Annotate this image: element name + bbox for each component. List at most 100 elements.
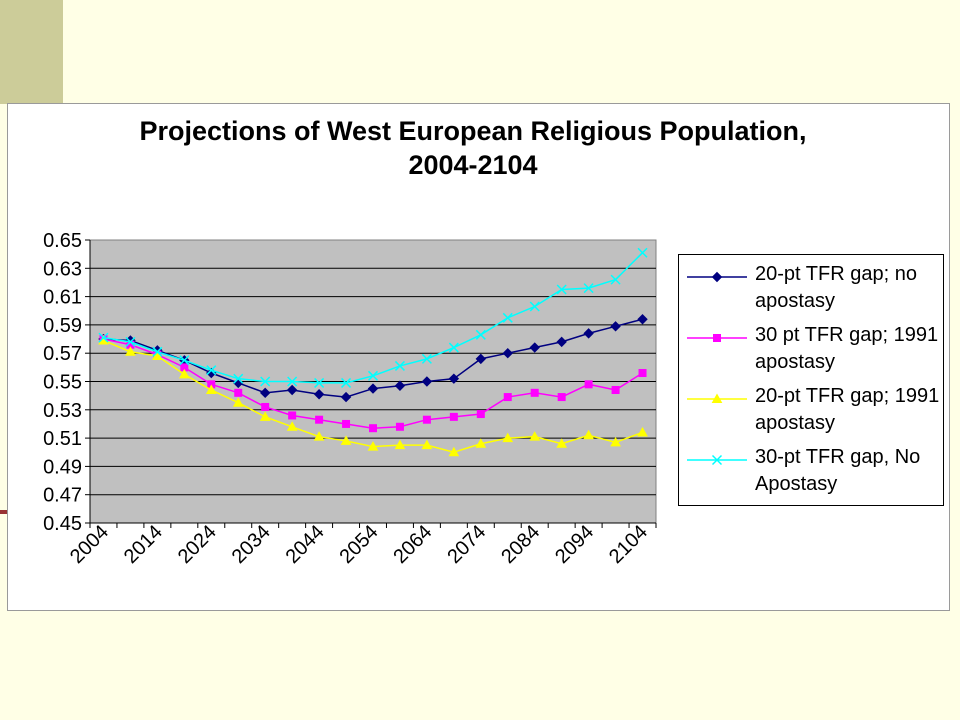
data-point bbox=[530, 388, 539, 397]
data-point bbox=[556, 336, 567, 348]
data-point bbox=[611, 385, 620, 394]
legend-swatch-marker bbox=[711, 393, 723, 403]
chart-title: Projections of West European Religious P… bbox=[8, 114, 938, 182]
data-point bbox=[583, 429, 594, 440]
data-point bbox=[503, 393, 512, 402]
data-point bbox=[529, 301, 540, 312]
data-point bbox=[342, 419, 351, 428]
grid-lines bbox=[90, 267, 656, 496]
data-point bbox=[234, 388, 243, 397]
series-4 bbox=[98, 247, 648, 388]
data-point bbox=[637, 247, 648, 258]
data-point bbox=[178, 368, 190, 379]
data-point bbox=[125, 336, 136, 347]
data-point bbox=[206, 365, 217, 376]
legend-label-line: apostasy bbox=[755, 290, 836, 312]
legend-label-line: 30-pt TFR gap, No bbox=[755, 446, 921, 468]
data-point bbox=[232, 397, 244, 407]
data-point bbox=[529, 342, 540, 353]
data-point bbox=[502, 347, 513, 359]
x-tick-label: 2034 bbox=[228, 521, 275, 568]
data-point bbox=[341, 377, 352, 388]
chart-title-line-1: Projections of West European Religious P… bbox=[139, 116, 807, 146]
y-tick-label: 0.61 bbox=[43, 287, 82, 309]
data-point bbox=[152, 346, 163, 357]
x-tick-label: 2084 bbox=[497, 521, 544, 568]
y-tick-label: 0.47 bbox=[43, 485, 82, 507]
legend-item-series-3: 20-pt TFR gap; 1991 apostasy bbox=[679, 383, 945, 443]
chart-title-line-2: 2004-2104 bbox=[408, 150, 538, 180]
data-point bbox=[475, 438, 487, 448]
legend-label-series-2: 30 pt TFR gap; 1991 apostasy bbox=[755, 322, 941, 376]
x-tick-label: 2024 bbox=[174, 521, 221, 568]
x-tick-label: 2044 bbox=[282, 521, 329, 568]
data-point bbox=[584, 380, 593, 389]
data-point bbox=[421, 439, 433, 450]
series-3 bbox=[98, 334, 648, 457]
data-point bbox=[286, 421, 298, 431]
data-point bbox=[637, 426, 648, 437]
legend-item-series-2: 30 pt TFR gap; 1991 apostasy bbox=[679, 322, 945, 382]
data-point bbox=[421, 376, 433, 387]
legend-swatch-series-3 bbox=[687, 393, 747, 403]
legend-swatch-series-1 bbox=[687, 271, 747, 283]
legend-item-series-1: 20-pt TFR gap; no apostasy bbox=[679, 261, 945, 321]
series bbox=[98, 247, 648, 457]
data-point bbox=[421, 353, 432, 364]
x-tick-label: 2054 bbox=[336, 521, 383, 568]
data-point bbox=[367, 441, 379, 451]
data-point bbox=[476, 410, 485, 419]
legend-swatch-marker bbox=[713, 334, 721, 342]
data-point bbox=[313, 431, 325, 441]
data-point bbox=[314, 377, 325, 388]
data-point bbox=[259, 411, 271, 421]
legend: 20-pt TFR gap; no apostasy 30 pt TFR gap… bbox=[678, 254, 944, 506]
legend-swatch-series-2 bbox=[687, 334, 747, 342]
x-tick-label: 2104 bbox=[605, 521, 652, 568]
data-point bbox=[638, 369, 647, 378]
data-point bbox=[637, 314, 648, 325]
y-tick-label: 0.65 bbox=[43, 230, 82, 252]
y-axis: 0.65 0.63 0.61 0.59 0.57 0.55 0.53 0.51 0.49 0.47… bbox=[43, 230, 91, 535]
legend-label-series-3: 20-pt TFR gap; 1991 apostasy bbox=[755, 383, 941, 437]
data-point bbox=[610, 274, 621, 285]
y-tick-label: 0.57 bbox=[43, 343, 82, 365]
data-point bbox=[179, 355, 190, 366]
data-point bbox=[340, 391, 352, 403]
y-tick-label: 0.45 bbox=[43, 513, 82, 535]
y-tick-label: 0.55 bbox=[43, 372, 82, 394]
legend-label-line: 20-pt TFR gap; 1991 bbox=[755, 385, 940, 407]
x-tick-label: 2014 bbox=[120, 521, 167, 568]
legend-label-line: apostasy bbox=[755, 412, 836, 434]
data-point bbox=[475, 353, 487, 365]
data-point bbox=[502, 312, 513, 323]
slide-accent-bar bbox=[0, 0, 63, 104]
legend-swatch-series-4 bbox=[687, 454, 747, 466]
legend-swatch-marker bbox=[711, 454, 723, 466]
y-tick-label: 0.51 bbox=[43, 428, 82, 450]
data-point bbox=[448, 373, 460, 384]
data-point bbox=[260, 376, 271, 387]
data-point bbox=[340, 435, 352, 445]
data-point bbox=[610, 321, 621, 332]
data-point bbox=[286, 384, 298, 396]
data-point bbox=[395, 422, 404, 431]
data-point bbox=[529, 431, 541, 441]
data-point bbox=[367, 370, 379, 381]
data-point bbox=[394, 360, 405, 371]
y-tick-label: 0.59 bbox=[43, 315, 82, 337]
legend-swatch-marker bbox=[711, 271, 723, 283]
y-tick-label: 0.53 bbox=[43, 400, 82, 422]
legend-label-line: apostasy bbox=[755, 351, 836, 373]
data-point bbox=[475, 329, 486, 340]
data-point bbox=[449, 412, 458, 421]
x-tick-label: 2074 bbox=[443, 521, 490, 568]
data-point bbox=[448, 342, 459, 353]
data-point bbox=[422, 415, 431, 424]
data-point bbox=[556, 284, 567, 295]
legend-label-line: 20-pt TFR gap; no bbox=[755, 263, 917, 285]
data-point bbox=[313, 389, 325, 400]
y-tick-label: 0.63 bbox=[43, 258, 82, 280]
legend-label-series-1: 20-pt TFR gap; no apostasy bbox=[755, 261, 941, 315]
data-point bbox=[125, 346, 136, 356]
